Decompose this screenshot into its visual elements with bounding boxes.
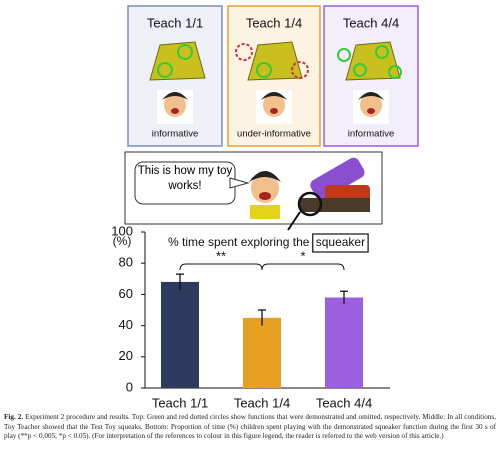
- x-tick-label: Teach 1/4: [234, 395, 290, 410]
- panel-label: under-informative: [237, 129, 311, 140]
- x-tick-label: Teach 1/1: [152, 395, 208, 410]
- y-tick-label: 40: [119, 317, 133, 332]
- panel-title: Teach 4/4: [343, 15, 399, 30]
- chart-title: % time spent exploring the: [168, 235, 310, 249]
- caption-label: Fig. 2.: [4, 413, 24, 421]
- panel: Teach 1/1 informative: [127, 5, 223, 147]
- figure: Teach 1/1 informative Teach 1/4 under-in…: [111, 5, 419, 410]
- panel-label: informative: [348, 129, 394, 140]
- y-tick-label: 20: [119, 348, 133, 363]
- panel-label: informative: [152, 129, 198, 140]
- y-axis-label: (%): [113, 234, 132, 248]
- title-box: [312, 233, 369, 253]
- bar: [161, 281, 199, 388]
- significance-bracket: [179, 263, 263, 271]
- x-tick-label: Teach 4/4: [316, 395, 372, 410]
- y-tick-label: 60: [119, 286, 133, 301]
- y-tick-label: 80: [119, 255, 133, 270]
- speech-box: This is how my toy works!: [137, 165, 233, 192]
- demo-panel: This is how my toy works!: [124, 151, 383, 231]
- caption-text: Experiment 2 procedure and results. Top:…: [4, 413, 496, 441]
- panel-title: Teach 1/1: [147, 15, 203, 30]
- panel: Teach 1/4 under-informative: [227, 5, 321, 147]
- bar: [243, 317, 281, 388]
- panel: Teach 4/4 informative: [323, 5, 419, 147]
- caption: Fig. 2. Experiment 2 procedure and resul…: [4, 413, 496, 442]
- significance-label: **: [216, 248, 226, 263]
- bar: [325, 297, 363, 388]
- panel-title: Teach 1/4: [246, 15, 302, 30]
- chart-title-emphasis: squeaker: [316, 235, 365, 249]
- significance-bracket: [261, 263, 345, 271]
- speech-text: This is how my toy works!: [137, 165, 233, 192]
- y-tick-label: 0: [126, 379, 133, 394]
- y-tick-label: 100: [111, 223, 133, 238]
- significance-label: *: [300, 248, 305, 263]
